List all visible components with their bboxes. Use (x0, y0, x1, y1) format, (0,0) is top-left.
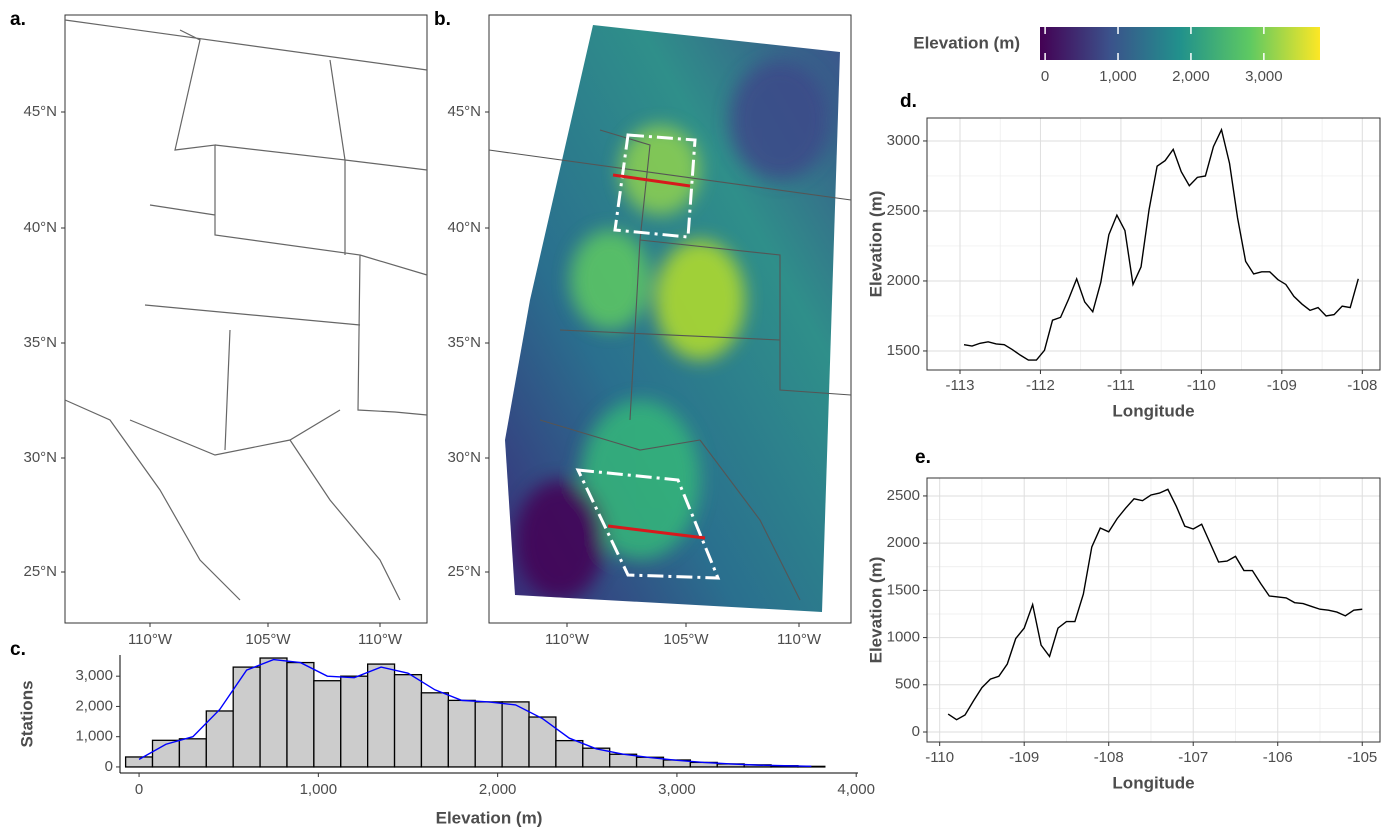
x-tick-label: -108 (1094, 749, 1124, 766)
x-tick-label: -106 (1263, 749, 1293, 766)
bar (259, 657, 288, 768)
density-line (138, 658, 812, 768)
colorbar-title: Elevation (m) (913, 33, 1020, 52)
y-tick-label: 2000 (887, 534, 920, 551)
x-axis-title: Longitude (1112, 401, 1194, 420)
y-axis-title: Stations (17, 680, 36, 747)
y-tick-label: 2000 (887, 272, 920, 289)
x-tick-label: 0 (135, 781, 143, 798)
y-tick-label: 25°N (23, 563, 57, 580)
line (963, 127, 1359, 361)
y-tick-label: 30°N (447, 449, 481, 466)
bar (447, 699, 476, 768)
y-axis-title: Elevation (m) (866, 191, 885, 298)
x-tick-label: -109 (1267, 377, 1297, 394)
y-tick-label: 40°N (23, 219, 57, 236)
x-tick-label: 110°W (777, 631, 822, 648)
bar (286, 661, 315, 768)
x-axis-title: Longitude (1112, 773, 1194, 792)
x-tick-label: -113 (946, 377, 975, 394)
bar (555, 739, 584, 768)
bar (205, 710, 234, 768)
x-tick-label: 1,000 (300, 781, 338, 798)
y-tick-label: 3000 (887, 132, 920, 149)
x-tick-label: -107 (1178, 749, 1208, 766)
y-axis-title: Elevation (m) (866, 557, 885, 664)
line (947, 488, 1363, 721)
x-tick-label: 3,000 (658, 781, 696, 798)
y-tick-label: 30°N (23, 449, 57, 466)
y-tick-label: 3,000 (75, 667, 113, 684)
x-tick-label: 110°W (545, 631, 590, 648)
panel-label: b. (434, 9, 451, 30)
colorbar-tick-label: 3,000 (1245, 68, 1283, 85)
x-tick-label: -110 (925, 749, 954, 766)
plot-border (926, 117, 1381, 371)
bar (393, 674, 423, 768)
y-tick-label: 1000 (887, 629, 920, 646)
y-tick-label: 2500 (887, 202, 920, 219)
x-tick-label: 110°W (358, 631, 403, 648)
x-tick-label: 105°W (663, 631, 709, 648)
colorbar (1040, 27, 1320, 60)
bar (124, 756, 154, 768)
y-tick-label: 45°N (447, 103, 481, 120)
colorbar-tick-label: 2,000 (1172, 68, 1210, 85)
x-tick-label: 2,000 (479, 781, 517, 798)
x-tick-label: -110 (1187, 377, 1216, 394)
y-tick-label: 0 (912, 723, 920, 740)
y-tick-label: 35°N (447, 334, 481, 351)
y-tick-label: 0 (105, 758, 113, 775)
panel-label: e. (915, 447, 931, 468)
bar (232, 666, 261, 768)
x-tick-label: -109 (1009, 749, 1039, 766)
x-tick-label: 110°W (128, 631, 173, 648)
y-tick-label: 500 (895, 676, 920, 693)
map-a-layout (64, 14, 428, 624)
bar (501, 701, 530, 768)
y-tick-label: 45°N (23, 103, 57, 120)
bar (609, 753, 638, 768)
x-tick-label: 105°W (245, 631, 291, 648)
plot-border (926, 477, 1381, 743)
map-b-layout (488, 14, 852, 624)
x-tick-label: -112 (1026, 377, 1055, 394)
y-tick-label: 25°N (447, 563, 481, 580)
bar (313, 680, 342, 768)
x-axis-title: Elevation (m) (436, 808, 543, 827)
y-tick-label: 40°N (447, 219, 481, 236)
y-tick-label: 2,000 (75, 697, 113, 714)
panel-label: d. (900, 91, 917, 112)
bar (474, 701, 503, 768)
y-tick-label: 35°N (23, 334, 57, 351)
bar (178, 738, 207, 768)
bar (420, 692, 449, 768)
y-tick-label: 1500 (887, 581, 920, 598)
x-tick-label: -108 (1347, 377, 1377, 394)
colorbar-tick-label: 1,000 (1099, 68, 1137, 85)
panel-label: a. (10, 9, 26, 30)
y-tick-label: 2500 (887, 487, 920, 504)
x-tick-label: 4,000 (837, 781, 875, 798)
y-tick-label: 1500 (887, 342, 920, 359)
panel-label: c. (10, 639, 26, 660)
x-tick-label: -111 (1107, 377, 1135, 394)
y-tick-label: 1,000 (75, 728, 113, 745)
bar (367, 663, 396, 768)
bar (528, 716, 557, 768)
x-tick-label: -105 (1347, 749, 1377, 766)
bar (340, 675, 369, 768)
colorbar-tick-label: 0 (1041, 68, 1049, 85)
